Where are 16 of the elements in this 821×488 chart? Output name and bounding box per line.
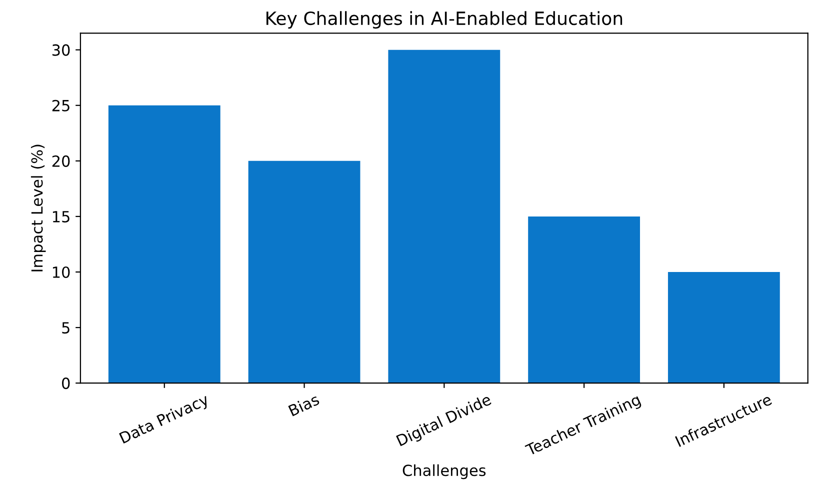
bar [248, 160, 360, 384]
chart-title: Key Challenges in AI-Enabled Education [266, 11, 622, 29]
y-tick-label: 20 [52, 155, 70, 167]
bar [668, 272, 780, 384]
bar [528, 216, 640, 384]
bar [388, 50, 500, 384]
y-tick-label: 0 [62, 378, 70, 390]
y-tick-label: 5 [62, 322, 70, 334]
x-tick-label: Bias [288, 393, 320, 416]
y-tick-label: 30 [52, 44, 70, 56]
y-axis-title: Impact Level (%) [30, 144, 46, 272]
y-tick-label: 25 [52, 100, 70, 112]
bar [108, 105, 220, 384]
y-tick-label: 10 [52, 266, 70, 278]
y-tick-label: 15 [52, 211, 70, 222]
x-axis-title: Challenges [402, 464, 486, 480]
